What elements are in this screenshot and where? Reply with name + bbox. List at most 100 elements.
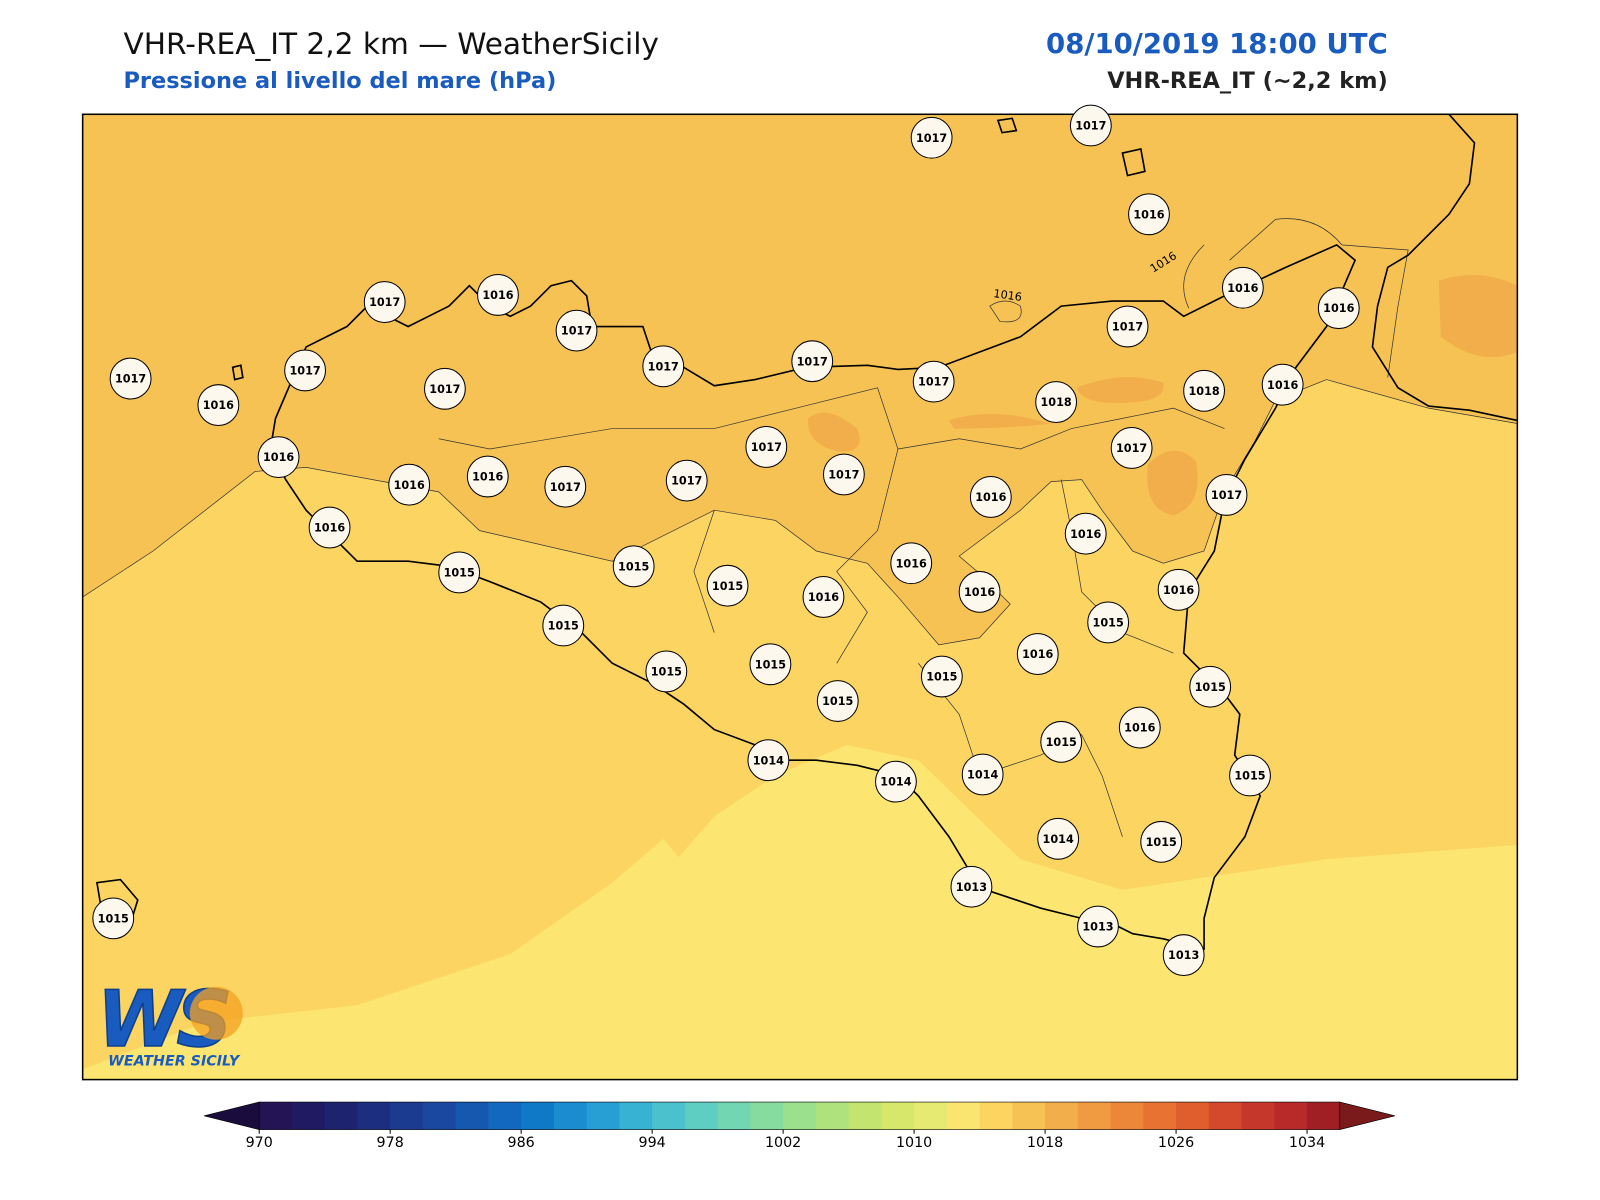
station-value: 1014: [967, 769, 998, 782]
station-value: 1013: [1082, 921, 1113, 934]
station-value: 1017: [289, 364, 320, 377]
colorbar-swatch: [422, 1102, 457, 1130]
station-value: 1017: [550, 481, 581, 494]
station-marker: [749, 643, 792, 686]
colorbar-swatch: [717, 1102, 751, 1130]
station-value: 1015: [1234, 770, 1265, 783]
pressure-field: [1438, 275, 1518, 358]
station-value: 1016: [394, 479, 425, 492]
island: [95, 117, 1146, 918]
colorbar-swatch: [390, 1102, 424, 1130]
colorbar-tick-label: 970: [246, 1135, 273, 1151]
colorbar-swatch: [1110, 1102, 1144, 1130]
station-value: 1016: [1124, 722, 1155, 735]
colorbar-swatch: [619, 1102, 653, 1130]
station-value: 1017: [429, 383, 460, 396]
station-marker: [1016, 633, 1059, 675]
colorbar-tick-label: 994: [639, 1135, 666, 1151]
station-value: 1015: [712, 580, 743, 593]
station-marker: [1229, 754, 1271, 797]
station-marker: [1183, 369, 1225, 412]
station-marker: [1037, 817, 1080, 860]
station-marker: [284, 349, 327, 392]
station-value: 1015: [1093, 617, 1124, 630]
station-marker: [1106, 305, 1149, 348]
pressure-field: [82, 744, 1518, 1080]
station-marker: [1077, 905, 1119, 948]
colorbar-swatch: [521, 1102, 555, 1130]
station-marker: [542, 604, 585, 647]
station-value: 1016: [472, 471, 503, 484]
colorbar-extend: [204, 1101, 260, 1130]
colorbar-tick-label: 978: [377, 1135, 404, 1151]
colorbar-swatch: [684, 1102, 719, 1130]
logo-sun: [189, 986, 243, 1040]
station-value: 1014: [753, 754, 784, 767]
station-marker: [920, 655, 963, 698]
station-marker: [665, 459, 708, 502]
colorbar-swatch: [586, 1102, 620, 1130]
colorbar-swatch: [1176, 1102, 1210, 1130]
station-value: 1016: [314, 522, 345, 535]
station-marker: [1118, 706, 1161, 749]
colorbar-swatch: [324, 1102, 358, 1130]
isobar: [989, 300, 1022, 323]
colorbar-swatch: [1077, 1102, 1112, 1130]
logo: WS WEATHER SICILY: [96, 974, 243, 1069]
station-value: 1016: [1227, 282, 1258, 295]
station-value: 1015: [651, 666, 682, 679]
station-marker: [1110, 427, 1153, 469]
station-marker: [477, 273, 519, 316]
colorbar: 970 978 986 994 1002 1010 1018 1026 1034: [204, 1101, 1395, 1151]
station-marker: [423, 367, 466, 410]
pressure-field: [948, 377, 1164, 429]
map-area: [82, 114, 1518, 1080]
station-value: 1017: [671, 475, 702, 488]
colorbar-tick-label: 1018: [1027, 1135, 1063, 1151]
colorbar-swatch: [783, 1102, 817, 1130]
station-value: 1016: [1070, 528, 1101, 541]
station-marker: [1221, 266, 1264, 309]
model-label: VHR-REA_IT (~2,2 km): [1107, 68, 1388, 94]
station-marker: [745, 426, 788, 468]
station-value: 1015: [822, 695, 853, 708]
station-value: 1013: [956, 881, 987, 894]
station-marker: [555, 309, 598, 352]
logo-text: WEATHER SICILY: [108, 1053, 241, 1069]
station-marker: [961, 753, 1004, 796]
isobar: [1183, 218, 1409, 378]
colorbar-swatch: [357, 1102, 391, 1130]
station-value: 1017: [1112, 321, 1143, 334]
contour-label: 1016: [993, 287, 1023, 304]
station-marker: [890, 542, 933, 585]
colorbar-tick-label: 1002: [765, 1135, 801, 1151]
station-marker: [92, 897, 135, 940]
station-marker: [1205, 473, 1248, 516]
station-marker: [1189, 665, 1232, 708]
station-value: 1014: [880, 776, 911, 789]
station-value: 1017: [797, 355, 828, 368]
datetime: 08/10/2019 18:00 UTC: [1046, 28, 1388, 60]
station-marker: [816, 680, 859, 722]
station-value: 1016: [964, 586, 995, 599]
colorbar-extend: [1339, 1101, 1395, 1130]
colorbar-swatch: [750, 1102, 784, 1130]
station-marker: [257, 436, 300, 479]
station-value: 1017: [1116, 442, 1147, 455]
station-marker: [1162, 934, 1205, 977]
station-marker: [1035, 381, 1078, 423]
station-marker: [1040, 720, 1083, 763]
station-value: 1015: [1195, 681, 1226, 694]
colorbar-tick-label: 1034: [1289, 1135, 1325, 1151]
station-marker: [969, 476, 1012, 518]
station-value: 1016: [482, 289, 513, 302]
colorbar-swatch: [979, 1102, 1013, 1130]
station-value: 1015: [98, 912, 129, 925]
station-value: 1017: [1211, 489, 1242, 502]
station-value: 1016: [203, 399, 234, 412]
station-value: 1016: [1267, 379, 1298, 392]
stations: 1017 1017 1016 1016 1016 1017 1017 1016 1017 1017…: [92, 104, 1360, 977]
pressure-field: [1147, 450, 1198, 516]
station-marker: [1087, 601, 1130, 644]
station-marker: [612, 545, 655, 588]
